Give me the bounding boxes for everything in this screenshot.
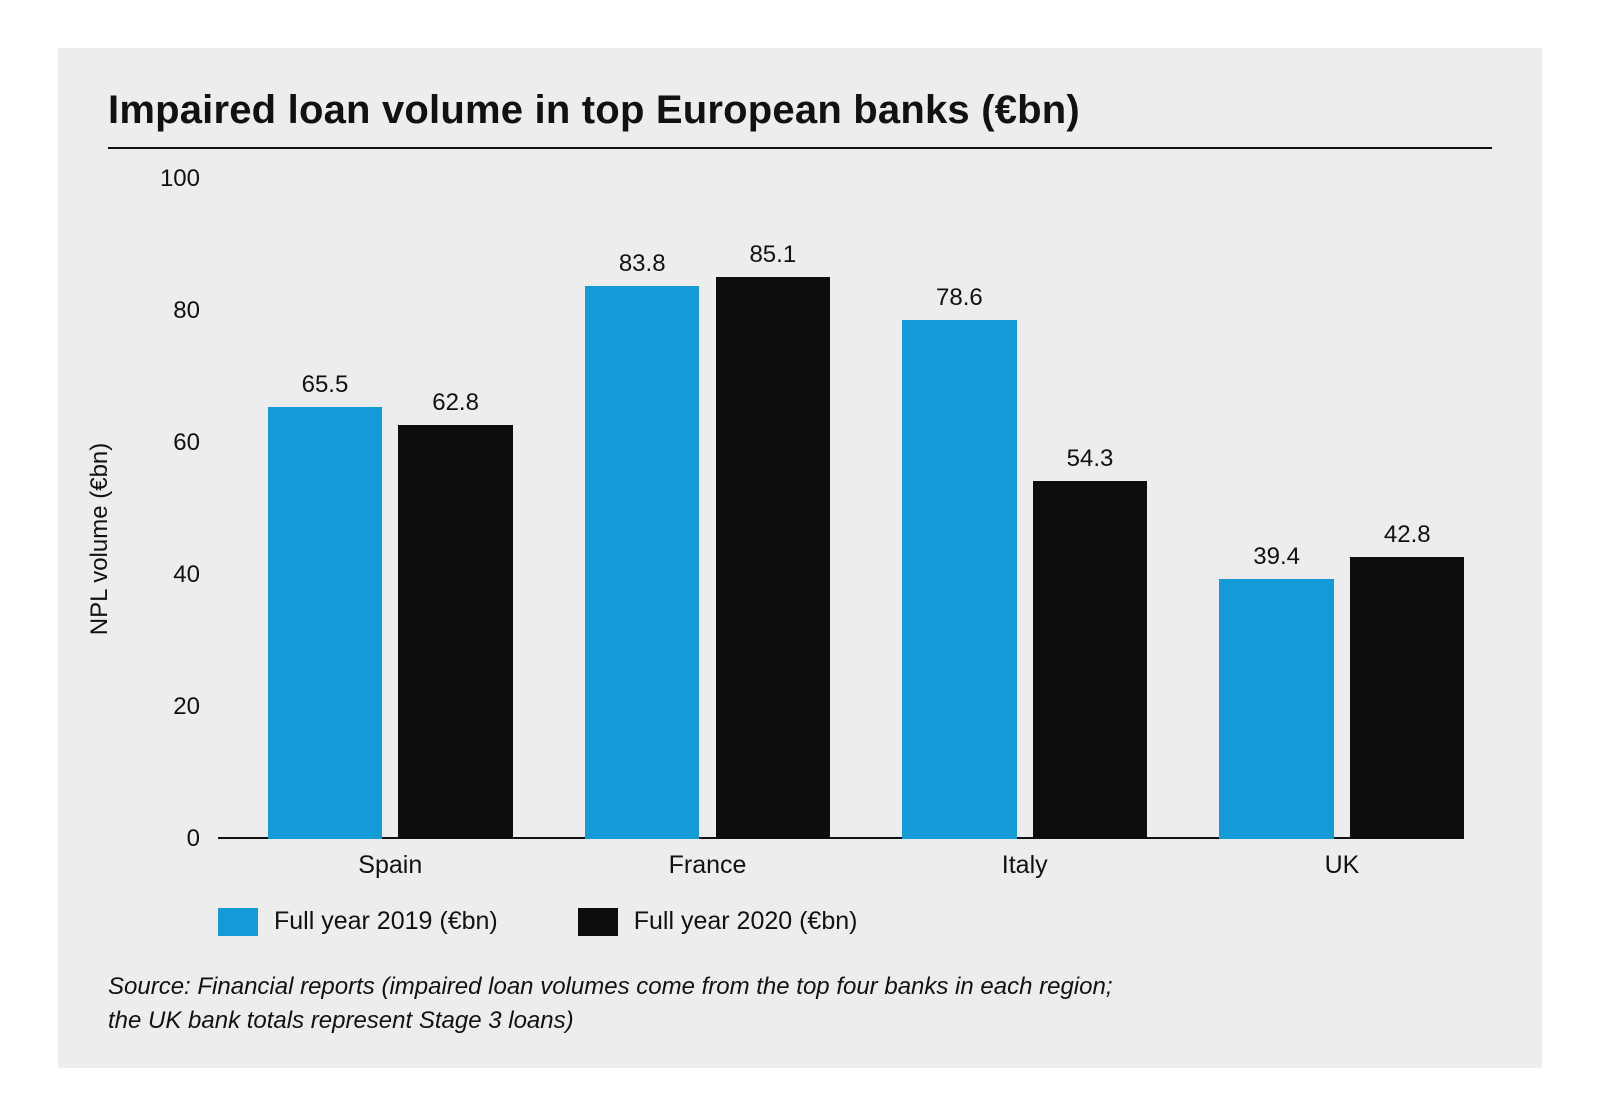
plot-area: 02040608010065.562.8Spain83.885.1France7… <box>218 179 1462 839</box>
bar: 85.1 <box>716 277 830 839</box>
y-tick: 100 <box>160 165 218 193</box>
bar: 62.8 <box>398 425 512 839</box>
x-category-label: Italy <box>1002 851 1048 880</box>
chart-card: Impaired loan volume in top European ban… <box>58 48 1542 1068</box>
plot-wrap: NPL volume (€bn) 02040608010065.562.8Spa… <box>108 179 1492 899</box>
bar: 65.5 <box>268 407 382 839</box>
y-tick: 0 <box>187 825 218 853</box>
legend-item: Full year 2020 (€bn) <box>578 907 858 936</box>
y-tick: 20 <box>173 693 218 721</box>
x-category-label: Spain <box>358 851 422 880</box>
bar: 42.8 <box>1350 557 1464 839</box>
y-axis-label: NPL volume (€bn) <box>86 443 114 636</box>
legend-item: Full year 2019 (€bn) <box>218 907 498 936</box>
x-category-label: France <box>669 851 747 880</box>
bar-value-label: 65.5 <box>302 371 349 399</box>
source-note: Source: Financial reports (impaired loan… <box>108 970 1492 1037</box>
bar: 83.8 <box>585 286 699 839</box>
title-rule <box>108 147 1492 149</box>
legend-label: Full year 2019 (€bn) <box>274 907 498 936</box>
bar-value-label: 42.8 <box>1384 521 1431 549</box>
bar-value-label: 62.8 <box>432 389 479 417</box>
legend-swatch <box>578 908 618 936</box>
chart-title: Impaired loan volume in top European ban… <box>108 88 1492 133</box>
bar: 78.6 <box>902 320 1016 839</box>
bar-value-label: 83.8 <box>619 250 666 278</box>
bar: 39.4 <box>1219 579 1333 839</box>
y-tick: 40 <box>173 561 218 589</box>
y-tick: 60 <box>173 429 218 457</box>
bar-value-label: 39.4 <box>1253 543 1300 571</box>
bar-value-label: 78.6 <box>936 284 983 312</box>
x-category-label: UK <box>1325 851 1360 880</box>
bar-value-label: 85.1 <box>749 241 796 269</box>
y-tick: 80 <box>173 297 218 325</box>
legend: Full year 2019 (€bn) Full year 2020 (€bn) <box>108 907 1492 936</box>
bar: 54.3 <box>1033 481 1147 839</box>
bar-value-label: 54.3 <box>1067 445 1114 473</box>
legend-swatch <box>218 908 258 936</box>
legend-label: Full year 2020 (€bn) <box>634 907 858 936</box>
